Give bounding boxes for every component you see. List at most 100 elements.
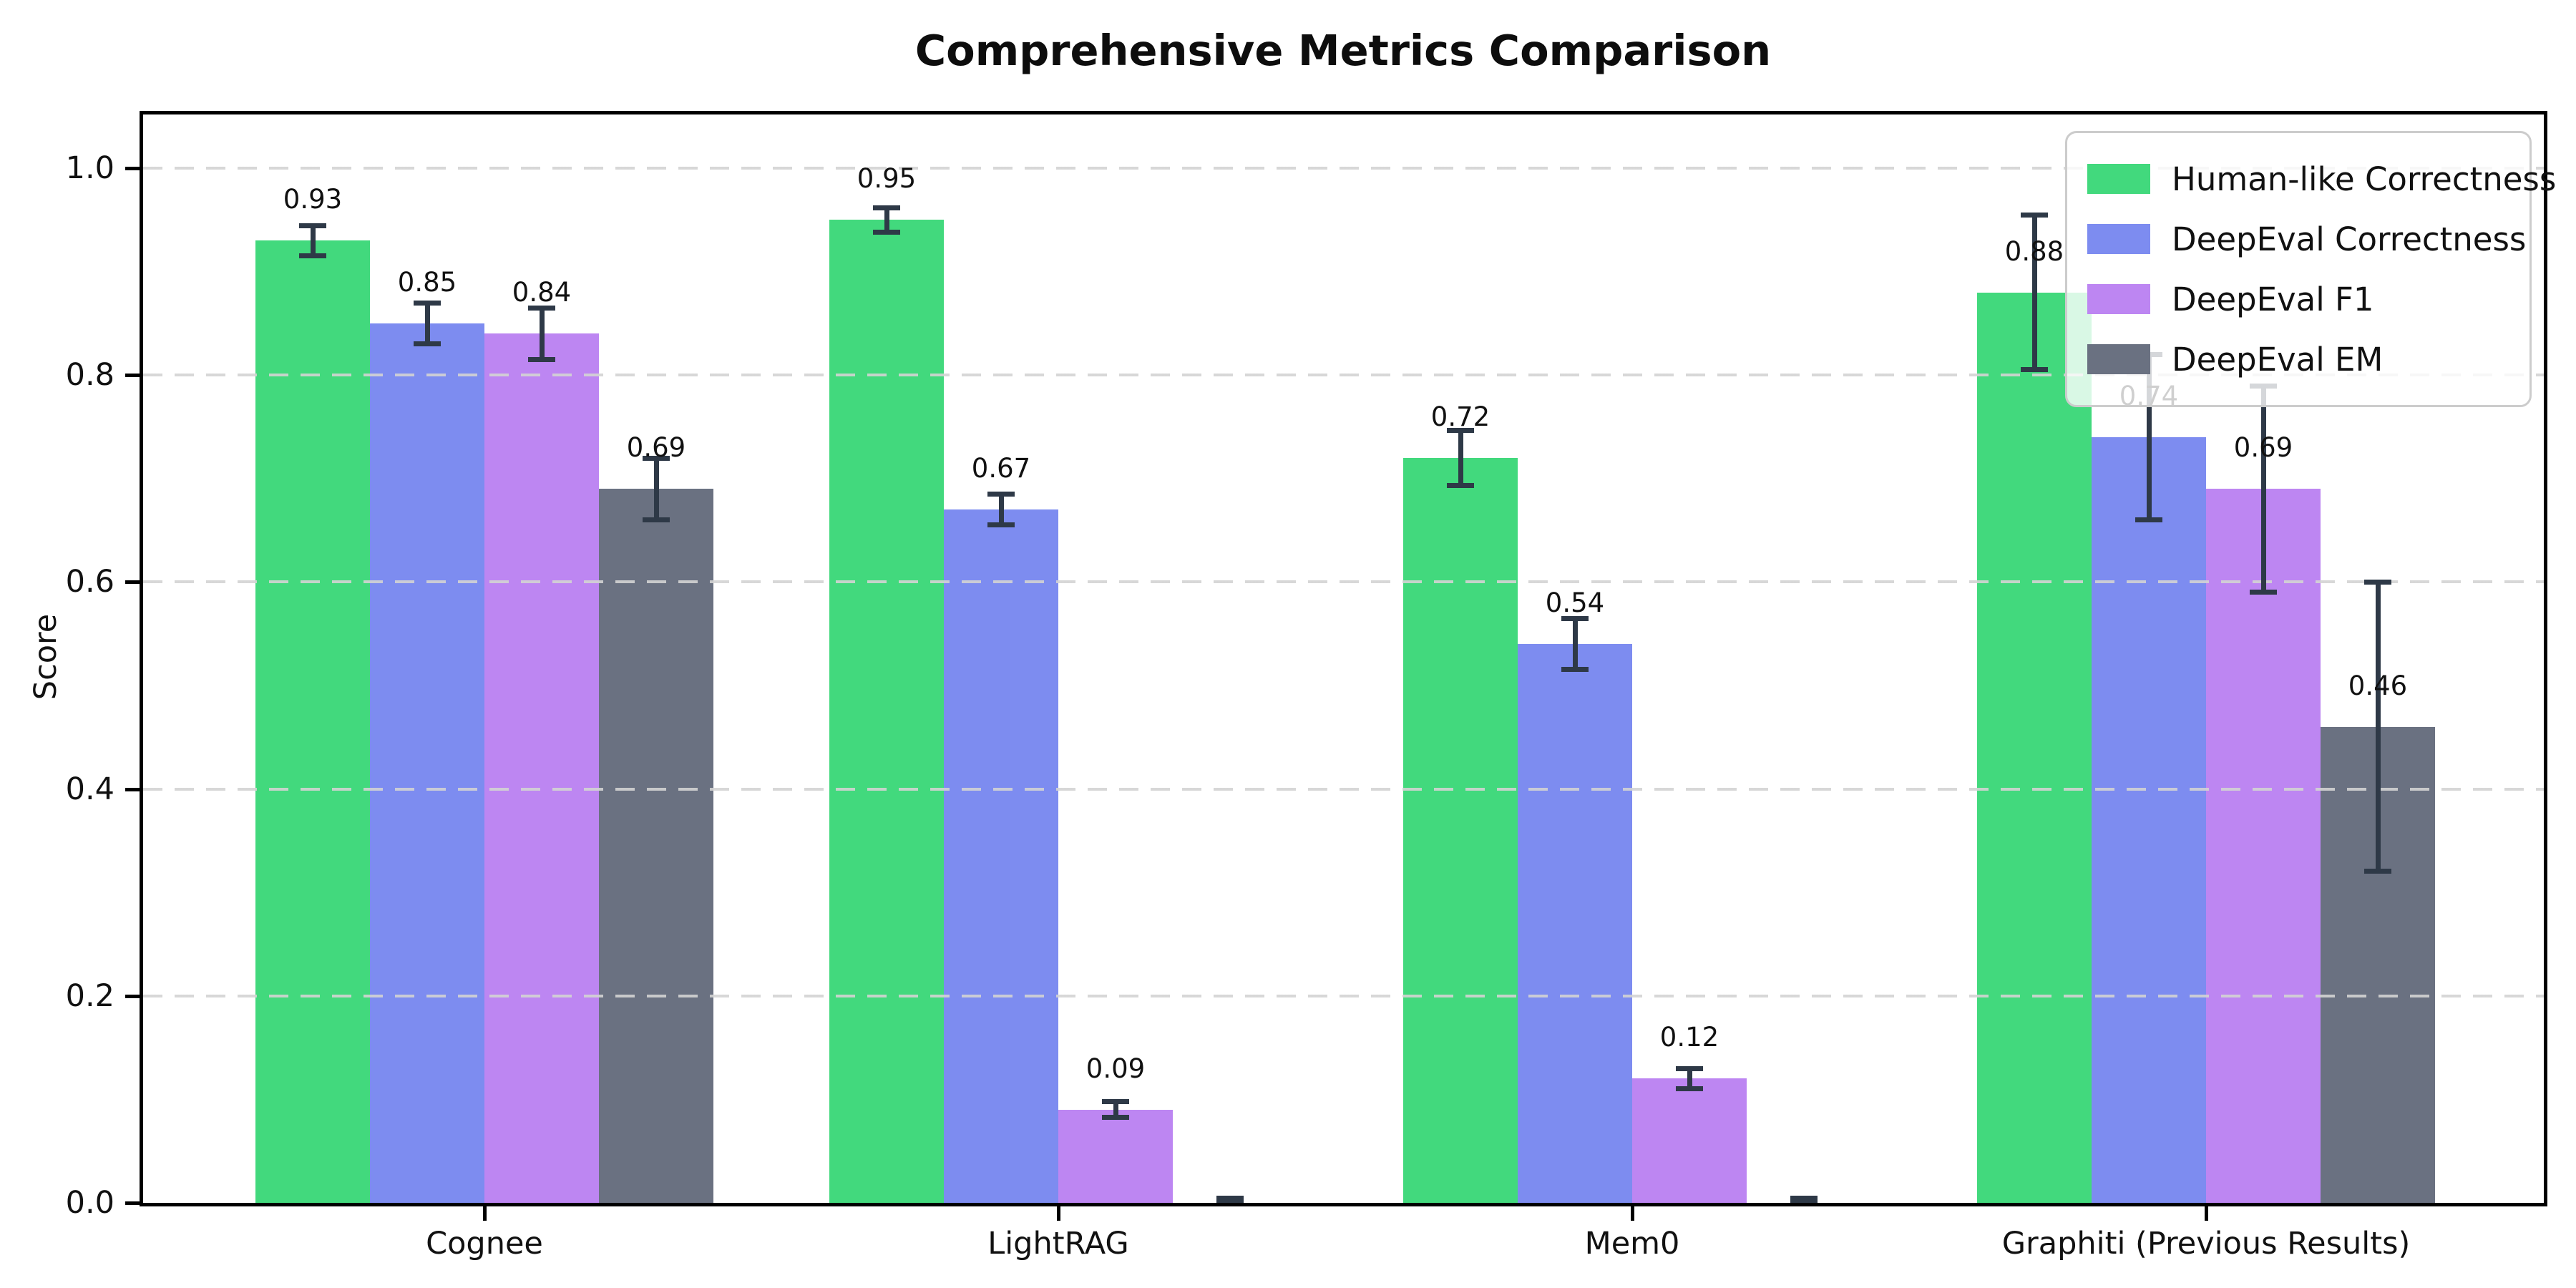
bar-human-like-correctness-graphiti-previous-results-error-cap-bottom	[2021, 366, 2048, 372]
bar-deepeval-f1-mem0-error-bar	[1687, 1068, 1692, 1089]
bar-deepeval-em-graphiti-previous-results-error-cap-bottom	[2364, 869, 2391, 874]
y-tick-label-0.2: 0.2	[65, 977, 114, 1014]
legend-label-human-like-correctness: Human-like Correctness	[2172, 160, 2557, 198]
bar-deepeval-f1-graphiti-previous-results-error-bar	[2260, 385, 2266, 592]
legend-item-deepeval-f1: DeepEval F1	[2087, 269, 2509, 329]
bar-deepeval-f1-mem0-error-cap-top	[1676, 1066, 1703, 1072]
bar-deepeval-f1-cognee-value-label: 0.84	[512, 277, 572, 308]
bar-deepeval-f1-lightrag-error-bar	[1113, 1101, 1118, 1118]
bar-deepeval-f1-mem0	[1632, 1078, 1747, 1203]
chart-title: Comprehensive Metrics Comparison	[914, 26, 1772, 75]
bar-deepeval-f1-mem0-error-cap-bottom	[1676, 1085, 1703, 1091]
bar-deepeval-f1-graphiti-previous-results-error-cap-bottom	[2250, 589, 2277, 595]
y-tick-0.6	[125, 580, 140, 585]
bar-deepeval-em-cognee-error-cap-top	[643, 455, 670, 461]
bar-deepeval-correctness-lightrag-error-bar	[998, 494, 1004, 525]
bar-human-like-correctness-lightrag-value-label: 0.95	[857, 163, 917, 195]
bar-deepeval-em-graphiti-previous-results-error-cap-top	[2364, 580, 2391, 585]
bar-deepeval-f1-lightrag-error-cap-top	[1102, 1099, 1129, 1105]
y-tick-label-0.0: 0.0	[65, 1185, 114, 1221]
bar-deepeval-correctness-graphiti-previous-results	[2092, 436, 2206, 1203]
y-tick-0.2	[125, 994, 140, 998]
bar-human-like-correctness-mem0-error-cap-bottom	[1447, 482, 1474, 488]
bar-human-like-correctness-lightrag	[829, 220, 944, 1203]
bar-human-like-correctness-lightrag-error-bar	[884, 207, 889, 233]
legend-item-deepeval-correctness: DeepEval Correctness	[2087, 209, 2526, 269]
bar-deepeval-em-cognee	[599, 489, 713, 1203]
y-tick-0.0	[125, 1201, 140, 1205]
bar-deepeval-f1-lightrag-error-cap-bottom	[1102, 1115, 1129, 1121]
x-tick-label-lightrag: LightRAG	[987, 1226, 1129, 1262]
legend: Human-like Correctness DeepEval Correctne…	[2065, 131, 2556, 407]
bar-deepeval-correctness-lightrag	[944, 509, 1058, 1203]
bar-human-like-correctness-mem0-value-label: 0.72	[1430, 401, 1491, 432]
bar-deepeval-correctness-lightrag-error-cap-top	[987, 492, 1015, 497]
x-tick-graphiti-previous-results	[2205, 1206, 2208, 1221]
y-tick-1.0	[125, 167, 140, 170]
bar-human-like-correctness-mem0-error-cap-top	[1447, 427, 1474, 433]
x-tick-lightrag	[1057, 1206, 1060, 1221]
y-tick-label-0.4: 0.4	[65, 771, 114, 807]
bar-human-like-correctness-cognee-error-cap-top	[299, 223, 326, 228]
bar-deepeval-f1-graphiti-previous-results-value-label: 0.69	[2233, 432, 2293, 464]
bar-deepeval-correctness-cognee	[370, 323, 484, 1203]
bar-deepeval-correctness-graphiti-previous-results-error-bar	[2146, 354, 2152, 520]
x-tick-label-mem0: Mem0	[1584, 1226, 1680, 1262]
legend-item-human-like-correctness: Human-like Correctness	[2087, 149, 2556, 209]
bar-deepeval-em-cognee-error-bar	[653, 457, 659, 520]
right-spine	[2544, 111, 2547, 1206]
bar-deepeval-correctness-mem0-error-bar	[1572, 618, 1578, 670]
bar-deepeval-correctness-mem0-value-label: 0.54	[1545, 587, 1605, 619]
bar-deepeval-correctness-mem0	[1518, 644, 1632, 1203]
y-axis-label: Score	[28, 613, 64, 701]
bar-deepeval-correctness-cognee-value-label: 0.85	[397, 266, 457, 298]
bar-deepeval-em-mem0-error-cap-top	[1790, 1195, 1818, 1201]
bar-deepeval-correctness-mem0-error-cap-bottom	[1561, 667, 1589, 673]
bar-deepeval-f1-mem0-value-label: 0.12	[1659, 1022, 1719, 1053]
bar-deepeval-correctness-cognee-error-cap-top	[414, 300, 441, 306]
top-spine	[140, 111, 2547, 114]
legend-swatch-deepeval-f1	[2087, 284, 2150, 314]
legend-swatch-human-like-correctness	[2087, 164, 2150, 194]
bar-deepeval-f1-cognee	[484, 333, 599, 1203]
y-tick-label-1.0: 1.0	[65, 150, 114, 186]
legend-label-deepeval-em: DeepEval EM	[2172, 340, 2384, 379]
bar-human-like-correctness-mem0-error-bar	[1458, 429, 1463, 486]
bar-human-like-correctness-mem0	[1403, 457, 1518, 1203]
bar-deepeval-f1-cognee-error-cap-bottom	[528, 356, 555, 362]
bar-deepeval-em-graphiti-previous-results-value-label: 0.46	[2348, 670, 2408, 701]
bar-human-like-correctness-graphiti-previous-results	[1977, 292, 2092, 1203]
bar-deepeval-em-graphiti-previous-results-error-bar	[2375, 582, 2381, 872]
bar-human-like-correctness-cognee	[255, 240, 370, 1203]
bar-human-like-correctness-lightrag-error-cap-top	[873, 205, 900, 210]
bar-human-like-correctness-cognee-value-label: 0.93	[283, 184, 343, 215]
bar-deepeval-correctness-cognee-error-cap-bottom	[414, 341, 441, 346]
bar-deepeval-f1-cognee-error-cap-top	[528, 306, 555, 311]
bar-deepeval-correctness-graphiti-previous-results-error-cap-bottom	[2135, 517, 2162, 522]
bar-human-like-correctness-cognee-error-cap-bottom	[299, 253, 326, 258]
legend-label-deepeval-correctness: DeepEval Correctness	[2172, 220, 2527, 258]
legend-swatch-deepeval-em	[2087, 344, 2150, 374]
y-tick-0.8	[125, 374, 140, 378]
x-tick-cognee	[483, 1206, 487, 1221]
bar-deepeval-em-lightrag-error-cap-bottom	[1216, 1200, 1244, 1205]
bar-deepeval-em-cognee-error-cap-bottom	[643, 517, 670, 522]
bottom-spine	[140, 1203, 2547, 1206]
bar-deepeval-correctness-mem0-error-cap-top	[1561, 616, 1589, 621]
bar-deepeval-correctness-lightrag-value-label: 0.67	[971, 453, 1031, 484]
bar-deepeval-em-cognee-value-label: 0.69	[626, 432, 686, 464]
left-spine	[140, 111, 143, 1206]
legend-swatch-deepeval-correctness	[2087, 224, 2150, 254]
bar-deepeval-f1-cognee-error-bar	[539, 308, 545, 360]
x-tick-label-graphiti-previous-results: Graphiti (Previous Results)	[2001, 1226, 2411, 1262]
bar-human-like-correctness-graphiti-previous-results-error-cap-top	[2021, 213, 2048, 218]
bar-human-like-correctness-graphiti-previous-results-value-label: 0.88	[2004, 235, 2064, 267]
bar-deepeval-f1-lightrag-value-label: 0.09	[1085, 1053, 1146, 1084]
y-tick-label-0.6: 0.6	[65, 564, 114, 600]
legend-label-deepeval-f1: DeepEval F1	[2172, 280, 2374, 318]
x-tick-label-cognee: Cognee	[426, 1226, 543, 1262]
bar-deepeval-em-lightrag-error-cap-top	[1216, 1195, 1244, 1201]
bar-deepeval-correctness-cognee-error-bar	[424, 302, 430, 344]
bar-deepeval-correctness-lightrag-error-cap-bottom	[987, 522, 1015, 527]
